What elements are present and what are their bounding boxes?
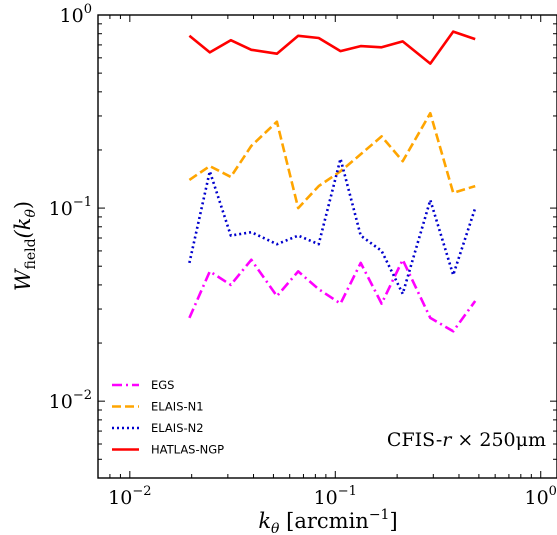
- tick-labels: 10−2 10−1 100 10−2 10−1 100: [49, 2, 557, 509]
- legend-label-hatlas-ngp: HATLAS-NGP: [151, 443, 224, 457]
- y-axis-title: Wfield(kθ): [11, 201, 39, 291]
- series-lines: [188, 30, 477, 333]
- series-line-egs: [188, 258, 477, 333]
- y-tick-label: 10−1: [49, 195, 92, 220]
- y-tick-label: 10−2: [49, 388, 92, 413]
- y-tick-label: 100: [60, 2, 92, 27]
- x-axis-title: kθ [arcmin−1]: [258, 507, 397, 535]
- plot-frame: [97, 14, 557, 479]
- tick-marks: [97, 14, 557, 479]
- annotation-label: CFIS-r × 250μm: [387, 429, 546, 451]
- legend-label-elais-n1: ELAIS-N1: [151, 400, 204, 414]
- legend-label-elais-n2: ELAIS-N2: [151, 421, 204, 435]
- legend: EGS ELAIS-N1 ELAIS-N2 HATLAS-NGP: [112, 378, 224, 457]
- x-tick-label: 10−2: [108, 484, 151, 509]
- x-tick-label: 100: [524, 484, 556, 509]
- legend-label-egs: EGS: [151, 378, 174, 392]
- series-line-hatlas-ngp: [188, 30, 476, 65]
- series-line-elais-n2: [188, 157, 477, 296]
- x-tick-label: 10−1: [314, 484, 357, 509]
- series-line-elais-n1: [188, 111, 476, 210]
